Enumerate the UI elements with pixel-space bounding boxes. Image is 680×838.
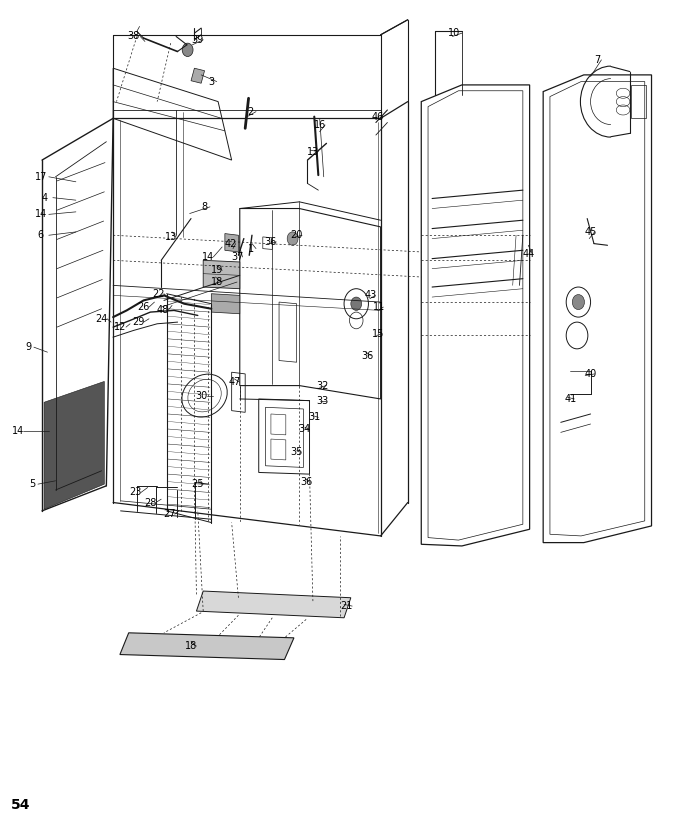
Circle shape xyxy=(573,294,585,309)
Text: 6: 6 xyxy=(37,230,44,241)
Polygon shape xyxy=(225,234,239,252)
Polygon shape xyxy=(203,261,240,289)
Text: 41: 41 xyxy=(564,394,577,404)
Text: 26: 26 xyxy=(137,302,150,312)
Text: 44: 44 xyxy=(522,249,534,259)
Polygon shape xyxy=(197,591,351,618)
Text: 42: 42 xyxy=(224,239,237,249)
Polygon shape xyxy=(191,68,205,83)
Text: 24: 24 xyxy=(95,313,108,323)
Text: 5: 5 xyxy=(29,479,35,489)
Text: 27: 27 xyxy=(163,510,175,520)
Circle shape xyxy=(182,43,193,56)
Polygon shape xyxy=(120,633,294,660)
Text: 11: 11 xyxy=(373,302,386,312)
Text: 47: 47 xyxy=(228,377,241,387)
Circle shape xyxy=(351,297,362,310)
Text: 14: 14 xyxy=(12,426,24,436)
Text: 13: 13 xyxy=(307,147,319,157)
Text: 4: 4 xyxy=(41,193,48,203)
Polygon shape xyxy=(211,293,240,313)
Text: 37: 37 xyxy=(231,252,243,262)
Text: 14: 14 xyxy=(202,252,214,262)
Text: 23: 23 xyxy=(129,488,141,498)
Text: 2: 2 xyxy=(248,106,254,116)
Text: 21: 21 xyxy=(341,601,353,611)
Text: 10: 10 xyxy=(447,28,460,38)
Text: 40: 40 xyxy=(584,369,596,379)
Text: 28: 28 xyxy=(144,498,156,508)
Text: 29: 29 xyxy=(132,317,144,327)
Text: 36: 36 xyxy=(361,350,373,360)
Text: 34: 34 xyxy=(299,424,311,434)
Text: 30: 30 xyxy=(195,391,207,401)
Text: 20: 20 xyxy=(290,230,303,241)
Text: 33: 33 xyxy=(316,396,328,406)
Text: 48: 48 xyxy=(156,305,169,315)
Text: 25: 25 xyxy=(192,479,204,489)
Text: 19: 19 xyxy=(211,266,223,276)
Text: 22: 22 xyxy=(152,289,165,298)
Text: 16: 16 xyxy=(313,120,326,130)
Text: 1: 1 xyxy=(248,244,254,254)
Circle shape xyxy=(287,232,298,246)
Text: 32: 32 xyxy=(316,380,328,391)
Text: 7: 7 xyxy=(594,54,600,65)
Text: 39: 39 xyxy=(192,35,204,44)
Text: 18: 18 xyxy=(185,641,197,651)
Text: 17: 17 xyxy=(35,172,47,182)
Text: 15: 15 xyxy=(372,328,384,339)
Text: 13: 13 xyxy=(165,232,177,242)
Text: 36: 36 xyxy=(265,237,277,247)
Polygon shape xyxy=(44,381,104,510)
Text: 45: 45 xyxy=(584,227,597,237)
Text: 8: 8 xyxy=(201,202,207,212)
Text: 36: 36 xyxy=(300,478,312,488)
Text: 38: 38 xyxy=(127,32,139,41)
Text: 9: 9 xyxy=(25,342,31,352)
Text: 54: 54 xyxy=(11,798,30,812)
Text: 12: 12 xyxy=(114,322,126,332)
Text: 31: 31 xyxy=(308,412,320,422)
Text: 14: 14 xyxy=(35,210,47,220)
Text: 35: 35 xyxy=(290,447,303,458)
Text: 43: 43 xyxy=(365,291,377,300)
Text: 46: 46 xyxy=(371,111,384,122)
Text: 3: 3 xyxy=(208,76,214,86)
Text: 18: 18 xyxy=(211,277,223,287)
